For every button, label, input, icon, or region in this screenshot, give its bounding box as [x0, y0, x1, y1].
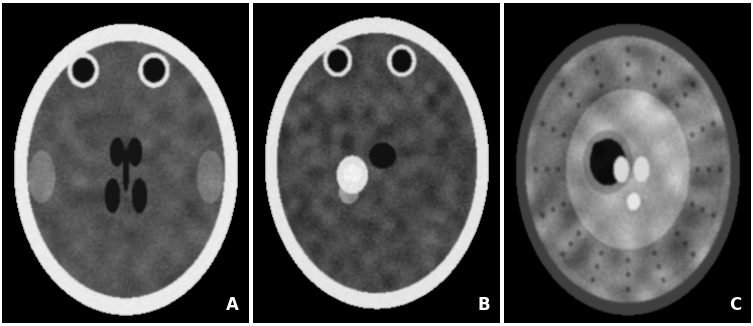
Text: C: C [729, 296, 741, 314]
Text: A: A [226, 296, 239, 314]
Text: B: B [477, 296, 490, 314]
